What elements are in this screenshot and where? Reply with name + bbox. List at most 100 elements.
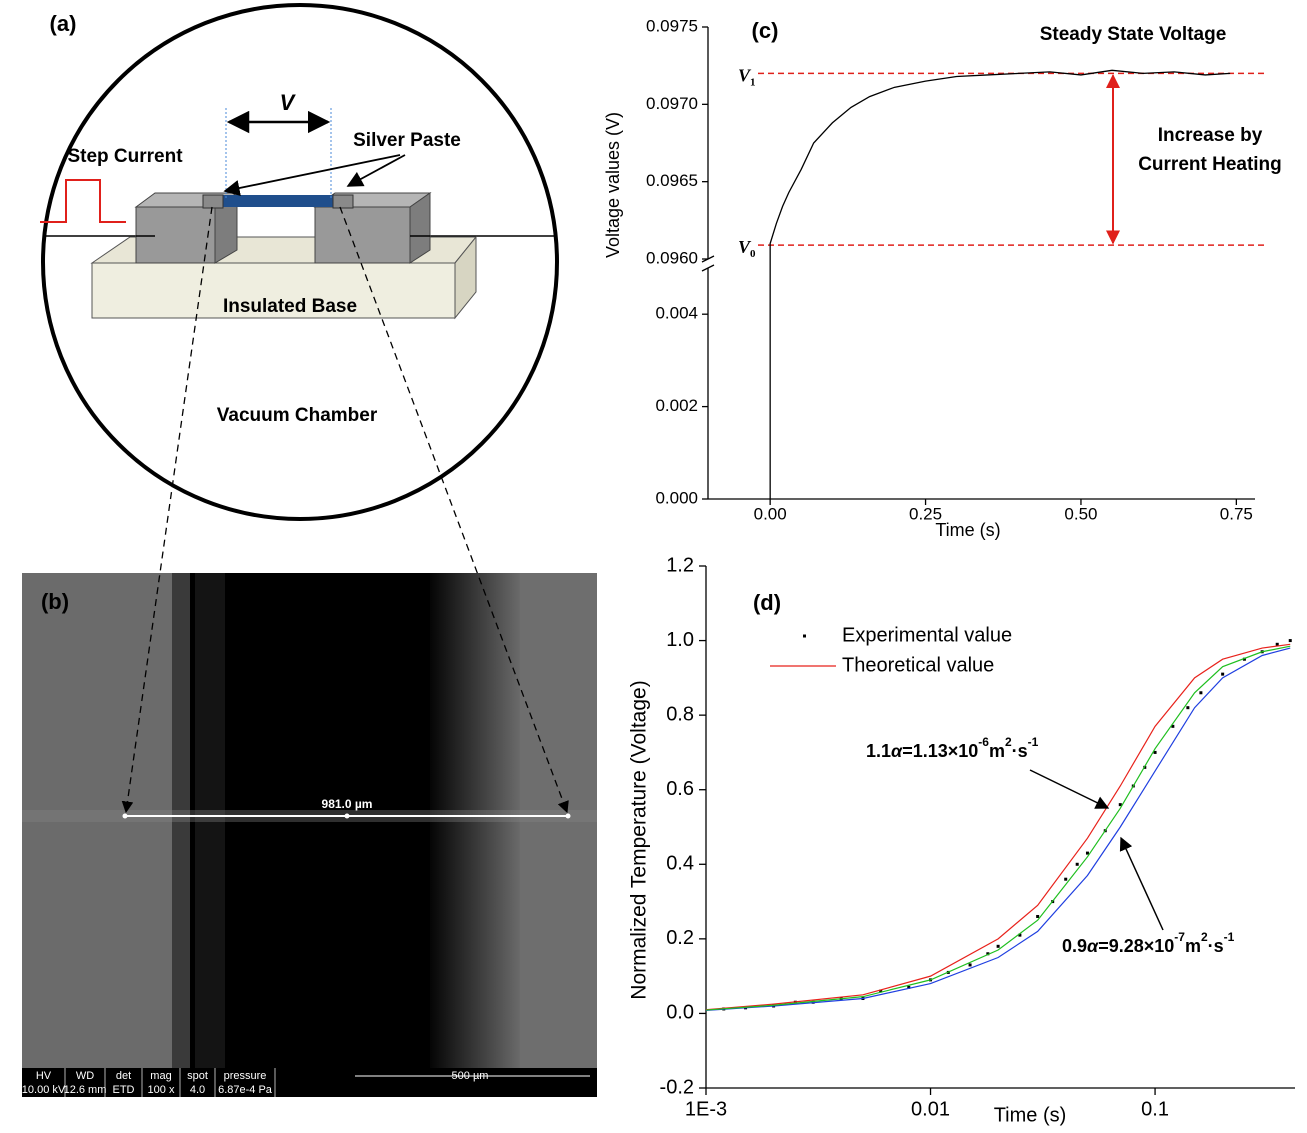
voltage-label: V [280,90,297,115]
annotation-part: =9.28×10 [1098,936,1174,956]
data-point [996,944,1000,948]
silver-paste-label: Silver Paste [353,130,461,151]
annotation-part: 2 [1005,735,1012,749]
info-header: spot [187,1070,208,1082]
annotation-part: ·s [1012,741,1028,761]
y-tick-label: 0.002 [655,396,698,415]
panel-label: (a) [50,11,77,36]
x-tick-label: 0.75 [1220,504,1253,523]
measure-end [122,813,128,819]
data-point [1242,657,1246,661]
step-pulse [40,179,126,223]
data-line [705,645,1291,1011]
sem-slope [430,573,520,1070]
info-header: det [116,1070,131,1082]
info-value: 10.00 kV [22,1084,66,1096]
silver-paste [202,194,224,209]
y-axis-title: Normalized Temperature (Voltage) [628,680,651,999]
info-value: 6.87e-4 Pa [218,1084,273,1096]
y-tick-label: 0.0975 [646,16,698,35]
data-point [907,985,911,989]
annotation-part: -1 [1224,930,1235,944]
x-tick-label: 0.25 [909,504,942,523]
x-axis-title: Time (s) [994,1104,1067,1126]
data-point [986,952,990,956]
info-header: pressure [224,1070,267,1082]
measurement-label: 981.0 µm [322,797,373,811]
y-axis-title: Voltage values (V) [603,112,623,258]
annotation-part: 1.1 [866,741,891,761]
x-axis-title: Time (s) [935,520,1000,540]
annotation-part: α [1087,936,1099,956]
y-tick-label: 0.0960 [646,248,698,267]
y-tick-label: 0.4 [666,853,694,875]
silver-paste [332,194,354,209]
panel-label: (b) [41,589,69,614]
annotation: 1.1α=1.13×10-6m2·s-1 [866,735,1039,761]
panel-b: 981.0 µm (b) 500 µm [22,573,597,1097]
y-tick-label: 0.0970 [646,94,698,113]
panel-label: (c) [752,18,779,43]
data-point [1186,706,1190,710]
y-tick-label: 0.2 [666,927,694,949]
annotation-part: m [1185,936,1201,956]
y-tick-label: 0.6 [666,778,694,800]
x-tick-label: 0.50 [1064,504,1097,523]
x-tick-label: 0.00 [754,504,787,523]
annotation-arrow [1119,836,1164,931]
panel-label: (d) [753,590,781,615]
y-tick-label: 0.0965 [646,171,698,190]
panel-a: (a) V Step Current Silver Paste Insulate… [40,3,559,521]
axis-break [701,264,715,272]
base-front [91,262,456,319]
info-value: 12.6 mm [64,1084,107,1096]
data-point [968,963,972,967]
annotation: Current Heating [1138,154,1282,175]
annotation-part: 0.9 [1062,936,1087,956]
base-label: Insulated Base [223,296,357,317]
zoom-line [121,206,213,814]
x-tick-label: 0.1 [1141,1098,1169,1120]
block-front [135,206,216,264]
x-tick-label: 1E-3 [685,1098,727,1120]
annotation-part: =1.13×10 [902,741,978,761]
annotation-part: 2 [1201,930,1208,944]
reference-symbol: V [738,66,752,86]
info-value: ETD [113,1084,135,1096]
data-point [1036,914,1040,918]
y-tick-label: 1.2 [666,554,694,576]
data-line [705,643,1291,1011]
data-point [1275,642,1279,646]
chamber-label: Vacuum Chamber [217,405,378,426]
y-tick-label: 0.004 [655,304,698,323]
data-point [1064,877,1068,881]
annotation: Steady State Voltage [1040,24,1227,45]
x-tick-label: 0.01 [911,1098,950,1120]
data-point [1085,851,1089,855]
sem-gap [195,573,225,1070]
data-point [1153,750,1157,754]
data-point [1171,724,1175,728]
pointer-arrow [223,154,401,196]
annotation-part: α [891,741,903,761]
info-header: HV [36,1070,52,1082]
legend-label: Experimental value [842,624,1012,646]
data-point [1075,862,1079,866]
sample [222,195,334,207]
data-point [1018,933,1022,937]
annotation-arrow [1029,769,1110,809]
reference-subscript: 0 [750,248,756,260]
data-point [1288,639,1292,643]
annotation-part: -1 [1028,735,1039,749]
block-front [314,206,411,264]
data-point [1199,691,1203,695]
measure-end [565,813,571,819]
y-tick-label: 0.0 [666,1002,694,1024]
step-current-label: Step Current [67,146,183,167]
y-tick-label: 1.0 [666,629,694,651]
reference-label: V0 [738,237,756,259]
info-header: WD [76,1070,94,1082]
annotation: Increase by [1158,125,1263,146]
sem-surface [22,573,177,1070]
data-point [879,989,883,993]
